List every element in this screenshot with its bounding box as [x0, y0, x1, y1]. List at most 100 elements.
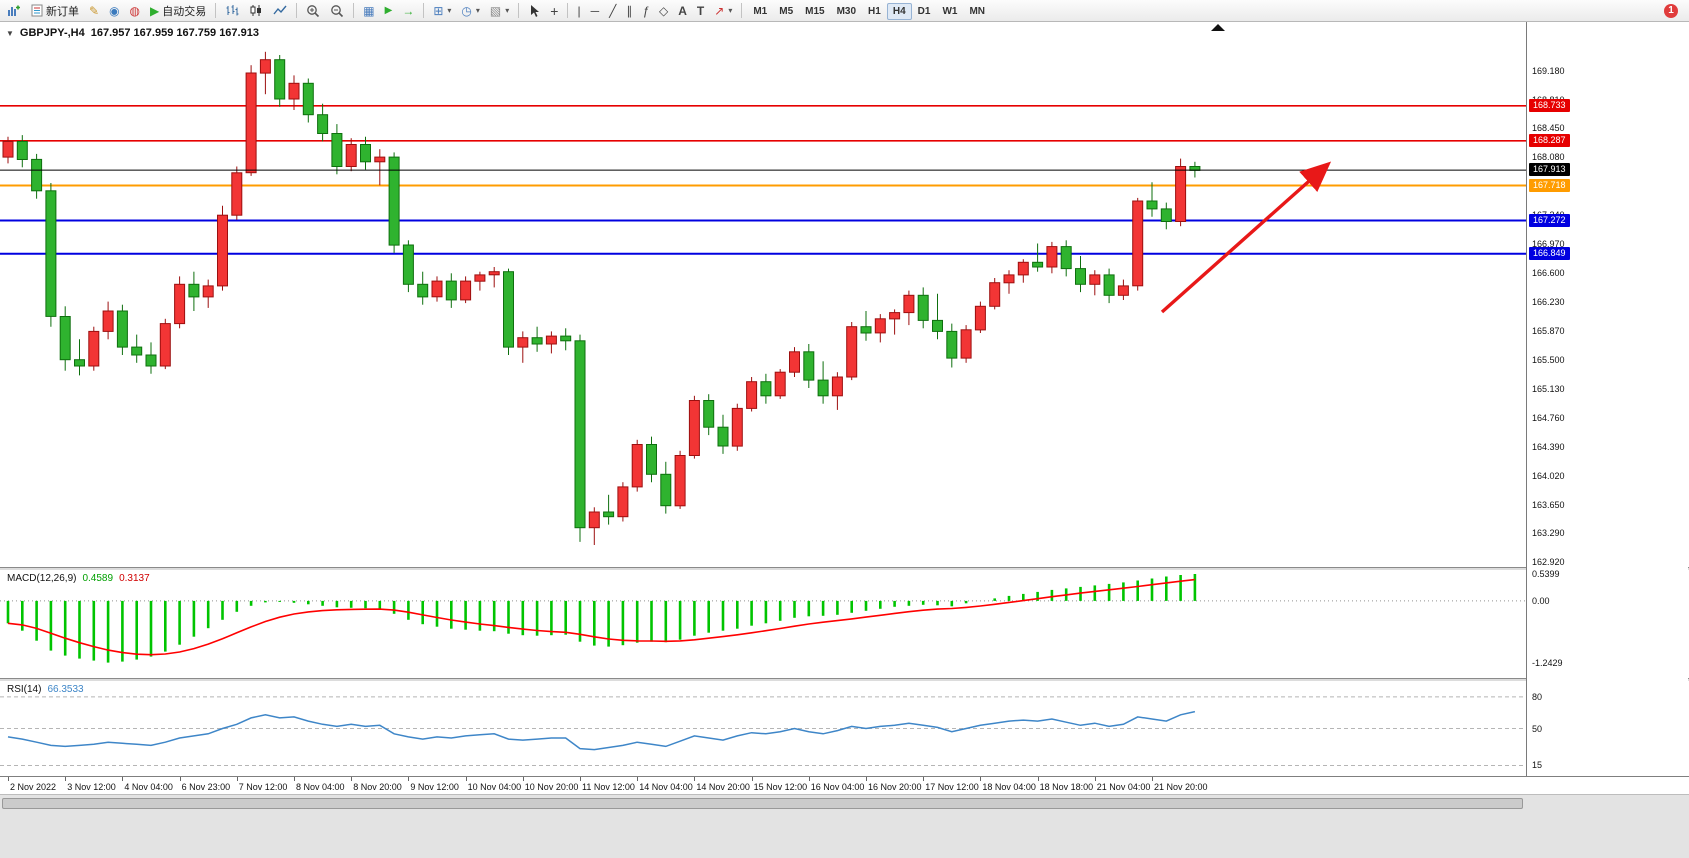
timeframe-button-m5[interactable]: M5: [773, 3, 799, 20]
options-button[interactable]: ◍: [126, 2, 144, 20]
price-axis-label: 166.600: [1532, 268, 1565, 279]
options-icon: ◍: [129, 3, 141, 18]
metaeditor-icon: ✎: [89, 3, 100, 18]
new-chart-dropdown-icon: ⊞: [433, 3, 444, 18]
vertical-line-tool-button[interactable]: |: [573, 2, 584, 20]
community-icon: ◉: [109, 3, 120, 18]
zoom-out-button[interactable]: [326, 2, 348, 20]
time-axis-tick: [1152, 777, 1153, 781]
time-axis-tick: [236, 777, 238, 781]
one-click-collapse-icon[interactable]: ▼: [6, 28, 14, 38]
timeframe-button-w1[interactable]: W1: [936, 3, 963, 20]
time-axis-label: 14 Nov 04:00: [639, 782, 693, 792]
macd-label: MACD(12,26,9) 0.4589 0.3137: [7, 573, 150, 584]
time-axis-tick: [694, 777, 696, 781]
price-axis-label: 163.290: [1532, 528, 1565, 539]
auto-scroll-button[interactable]: ▶: [381, 2, 397, 20]
time-axis-tick: [294, 777, 295, 781]
new-order-button[interactable]: 新订单: [27, 2, 83, 20]
candles-layer: [2, 51, 1201, 545]
fibonacci-tool-button[interactable]: ƒ: [638, 2, 653, 20]
timeframe-button-m30[interactable]: M30: [831, 3, 862, 20]
profiles-icon: ◷: [461, 3, 472, 18]
price-line-tag: 167.718: [1529, 178, 1570, 192]
time-axis-tick: [1094, 777, 1096, 781]
channel-icon: ∥: [626, 3, 633, 18]
price-scale[interactable]: 169.180168.810168.450168.080167.710167.3…: [1527, 22, 1688, 776]
price-axis-label: 163.650: [1532, 499, 1565, 510]
panel-divider-rsi[interactable]: [0, 678, 1689, 681]
chart-shift-button[interactable]: →: [398, 2, 418, 20]
chart-shift-icon: →: [402, 3, 415, 18]
timeframe-button-mn[interactable]: MN: [963, 3, 991, 20]
metaeditor-button[interactable]: ✎: [85, 2, 103, 20]
notification-badge[interactable]: 1: [1664, 3, 1678, 18]
text-label-tool-button[interactable]: T: [693, 2, 708, 20]
autotrading-button[interactable]: ▶ 自动交易: [146, 2, 210, 20]
dropdown-arrow-icon: ▾: [728, 6, 733, 15]
time-scale[interactable]: 2 Nov 2022 3 Nov 12:00 4 Nov 04:00 6 Nov 23…: [0, 776, 1689, 794]
dropdown-arrow-icon: ▾: [475, 6, 480, 15]
zoom-in-button[interactable]: [302, 2, 324, 20]
arrow-tool-icon: ↗: [714, 3, 725, 18]
time-axis-label: 16 Nov 20:00: [868, 782, 922, 792]
text-tool-button[interactable]: A: [674, 2, 691, 20]
fibonacci-icon: ƒ: [642, 3, 649, 18]
timeframe-button-h1[interactable]: H1: [862, 3, 887, 20]
new-chart-dropdown-button[interactable]: ⊞ ▾: [429, 2, 455, 20]
price-axis-label: 168.080: [1532, 152, 1565, 163]
profiles-button[interactable]: ◷ ▾: [457, 2, 484, 20]
toolbar-separator: [741, 3, 743, 18]
timeframe-button-d1[interactable]: D1: [912, 3, 937, 20]
community-button[interactable]: ◉: [105, 2, 123, 20]
time-axis-tick: [122, 777, 124, 781]
trendline-tool-button[interactable]: ╱: [605, 2, 620, 20]
panel-divider-macd[interactable]: [0, 567, 1689, 570]
chart-symbol-period: GBPJPY-,H4: [19, 27, 85, 39]
rsi-name: RSI(14): [7, 684, 42, 695]
new-order-icon: [31, 4, 43, 17]
macd-panel[interactable]: [0, 570, 1526, 678]
price-axis-label: 165.500: [1532, 354, 1565, 365]
scrollbar-thumb[interactable]: [2, 798, 1523, 809]
price-axis-label: 166.230: [1532, 297, 1565, 308]
line-chart-type-button[interactable]: [269, 2, 291, 20]
price-line-tag: 166.849: [1529, 246, 1570, 260]
time-axis-tick: [580, 777, 581, 781]
time-axis-tick: [465, 777, 467, 781]
rsi-panel[interactable]: [0, 681, 1526, 776]
price-axis-label: 168.450: [1532, 123, 1565, 134]
time-axis-label: 18 Nov 18:00: [1039, 782, 1094, 792]
bar-chart-type-button[interactable]: [221, 2, 243, 20]
time-axis-label: 18 Nov 04:00: [982, 782, 1036, 792]
toolbar-separator: [296, 3, 298, 18]
main-price-chart[interactable]: [0, 22, 1526, 567]
timeframe-button-m15[interactable]: M15: [799, 3, 830, 20]
rsi-value: 66.3533: [47, 684, 84, 695]
new-chart-button[interactable]: [3, 2, 25, 20]
price-axis-label: 165.130: [1532, 383, 1565, 394]
time-axis-label: 11 Nov 12:00: [582, 782, 635, 792]
annotation-arrow[interactable]: [1160, 161, 1332, 314]
price-axis-label: 169.180: [1532, 65, 1565, 76]
time-axis-label: 14 Nov 20:00: [696, 782, 750, 792]
timeframe-button-h4[interactable]: H4: [886, 3, 912, 20]
horizontal-scrollbar[interactable]: [0, 794, 1689, 858]
line-chart-icon: [273, 5, 287, 15]
candlestick-type-button[interactable]: [245, 2, 267, 20]
horizontal-level-lines: [0, 104, 1526, 255]
channel-tool-button[interactable]: ∥: [622, 2, 636, 20]
price-axis-label: 166.970: [1532, 239, 1565, 250]
trendline-icon: ╱: [609, 3, 617, 18]
templates-button[interactable]: ▧ ▾: [486, 2, 513, 20]
arrows-tool-button[interactable]: ↗ ▾: [710, 2, 736, 20]
shapes-tool-button[interactable]: ◇: [655, 2, 672, 20]
crosshair-tool-button[interactable]: +: [546, 2, 562, 20]
chart-window: ▼ GBPJPY-,H4 167.957 167.959 167.759 167…: [0, 22, 1689, 858]
horizontal-line-tool-button[interactable]: ─: [587, 2, 604, 20]
chart-shift-marker[interactable]: [1211, 24, 1225, 31]
tile-windows-button[interactable]: ▦: [359, 2, 378, 20]
time-axis-tick: [408, 777, 410, 781]
timeframe-button-m1[interactable]: M1: [747, 3, 773, 20]
cursor-tool-button[interactable]: [524, 2, 544, 20]
